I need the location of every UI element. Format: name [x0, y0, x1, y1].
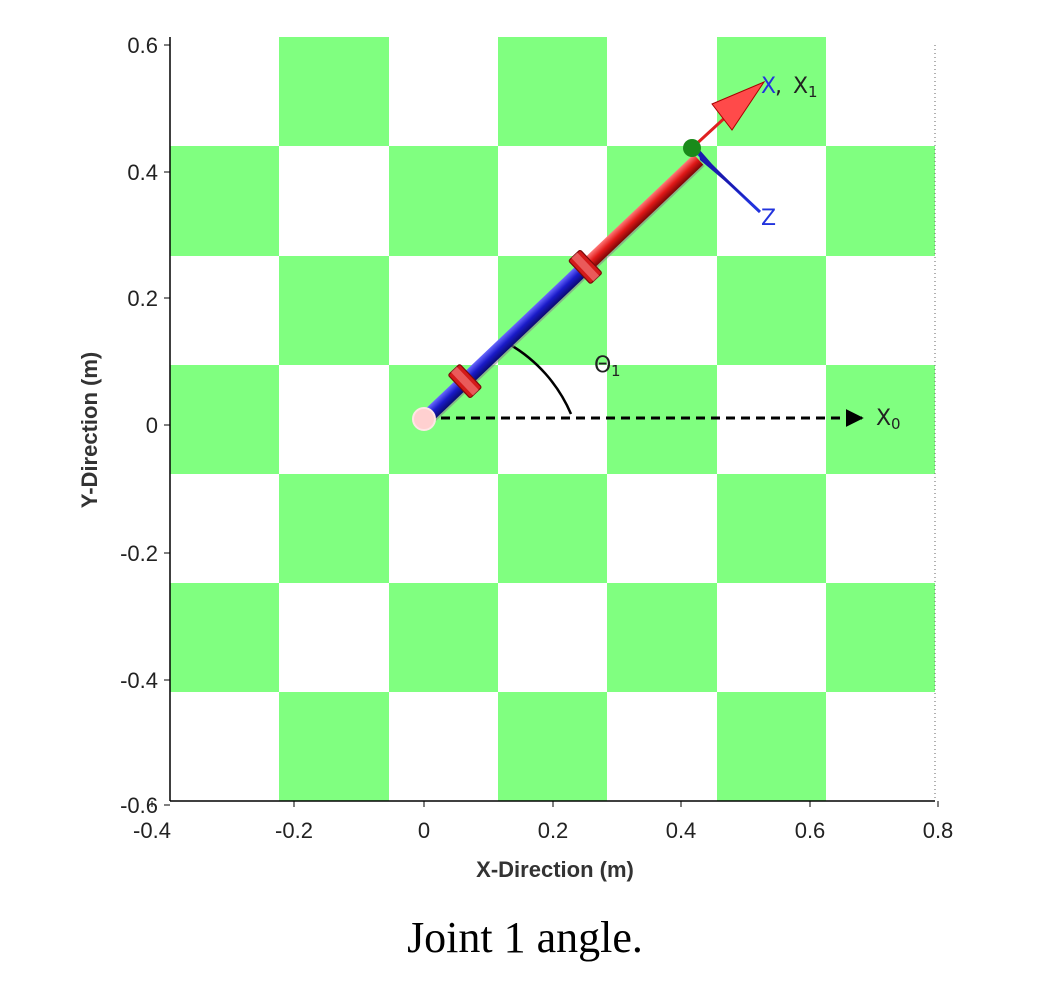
checker-cell: [498, 692, 607, 801]
robot-link: [420, 154, 705, 426]
checker-cell: [498, 146, 607, 256]
checker-cell: [498, 583, 607, 692]
z-label: Z: [761, 206, 776, 231]
y-tick-label: 0.4: [127, 160, 158, 185]
checker-cell: [826, 692, 935, 801]
y-tick-label: -0.2: [120, 541, 158, 566]
theta-subscript: 1: [611, 362, 621, 380]
figure-caption: Joint 1 angle.: [407, 913, 643, 962]
checker-cell: [607, 474, 717, 583]
checker-cell: [170, 692, 279, 801]
checker-cell: [717, 256, 826, 365]
checker-cell: [389, 256, 498, 365]
link-upper-segment: [574, 154, 704, 278]
checker-cell: [170, 583, 279, 692]
checker-cell: [717, 583, 826, 692]
x-tick-label: -0.4: [133, 818, 171, 843]
base-joint-marker: [412, 407, 436, 431]
y-tick-label: 0.6: [127, 33, 158, 58]
theta-arc: [508, 342, 573, 415]
checker-cell: [826, 474, 935, 583]
checker-cell: [389, 692, 498, 801]
x1-label: X: [793, 74, 808, 99]
checker-cell: [279, 474, 389, 583]
checker-cell: [279, 37, 389, 146]
x1-subscript: 1: [808, 83, 818, 101]
x-frame-label: X: [761, 74, 776, 99]
x-tick-label: 0: [418, 818, 430, 843]
checker-cell: [498, 474, 607, 583]
x-tick-label: 0.6: [795, 818, 826, 843]
checker-cell: [279, 583, 389, 692]
checker-cell: [826, 365, 935, 474]
theta-label: Θ: [594, 353, 611, 378]
y-axis-label: Y-Direction (m): [77, 352, 102, 508]
checker-cell: [279, 692, 389, 801]
checker-cell: [607, 37, 717, 146]
x-axis-label: X-Direction (m): [476, 857, 634, 882]
y-tick-label: -0.6: [120, 793, 158, 818]
y-tick-label: 0: [146, 413, 158, 438]
checker-cell: [279, 146, 389, 256]
y-tick-label: -0.4: [120, 668, 158, 693]
end-effector-marker: [683, 139, 701, 157]
checker-cell: [170, 37, 279, 146]
x1-axis-arrowhead: [711, 80, 766, 131]
joint-collar: [568, 249, 602, 284]
checker-cell: [389, 146, 498, 256]
checker-cell: [826, 146, 935, 256]
checker-cell: [826, 256, 935, 365]
x0-subscript: 0: [891, 415, 901, 433]
x-tick-label: 0.8: [923, 818, 954, 843]
joint-collar: [448, 364, 482, 399]
checker-cell: [170, 474, 279, 583]
y-tick-label: 0.2: [127, 286, 158, 311]
checker-cell: [717, 37, 826, 146]
checker-cell: [389, 37, 498, 146]
checker-cell: [607, 256, 717, 365]
checker-cell: [717, 474, 826, 583]
checker-cell: [826, 583, 935, 692]
checker-cell: [498, 37, 607, 146]
x-tick-label: 0.4: [666, 818, 697, 843]
x-frame-sep: ,: [775, 74, 782, 99]
checker-cell: [389, 583, 498, 692]
checker-cell: [279, 365, 389, 474]
checker-cell: [717, 146, 826, 256]
checker-cell: [170, 365, 279, 474]
checker-cell: [170, 146, 279, 256]
checker-cell: [826, 37, 935, 146]
x-tick-label: 0.2: [538, 818, 569, 843]
x-tick-label: -0.2: [275, 818, 313, 843]
checker-cell: [389, 474, 498, 583]
checker-cell: [279, 256, 389, 365]
axis-ticks: -0.4 -0.2 0 0.2 0.4 0.6 0.80.60.40.20-0.2-0.4-…: [120, 33, 953, 843]
checker-cell: [717, 692, 826, 801]
checker-cell: [170, 256, 279, 365]
x0-label: X: [876, 406, 891, 431]
checker-cell: [607, 692, 717, 801]
checkerboard-floor: [170, 37, 935, 801]
checker-cell: [607, 583, 717, 692]
